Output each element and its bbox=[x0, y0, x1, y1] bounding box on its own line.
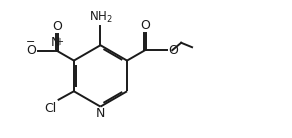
Text: +: + bbox=[55, 37, 63, 47]
Text: O: O bbox=[168, 44, 178, 57]
Text: N: N bbox=[51, 36, 60, 49]
Text: O: O bbox=[52, 20, 62, 33]
Text: O: O bbox=[26, 44, 36, 57]
Text: N: N bbox=[96, 107, 105, 120]
Text: O: O bbox=[140, 19, 150, 32]
Text: Cl: Cl bbox=[44, 102, 57, 115]
Text: −: − bbox=[26, 37, 35, 47]
Text: NH$_2$: NH$_2$ bbox=[88, 10, 112, 25]
